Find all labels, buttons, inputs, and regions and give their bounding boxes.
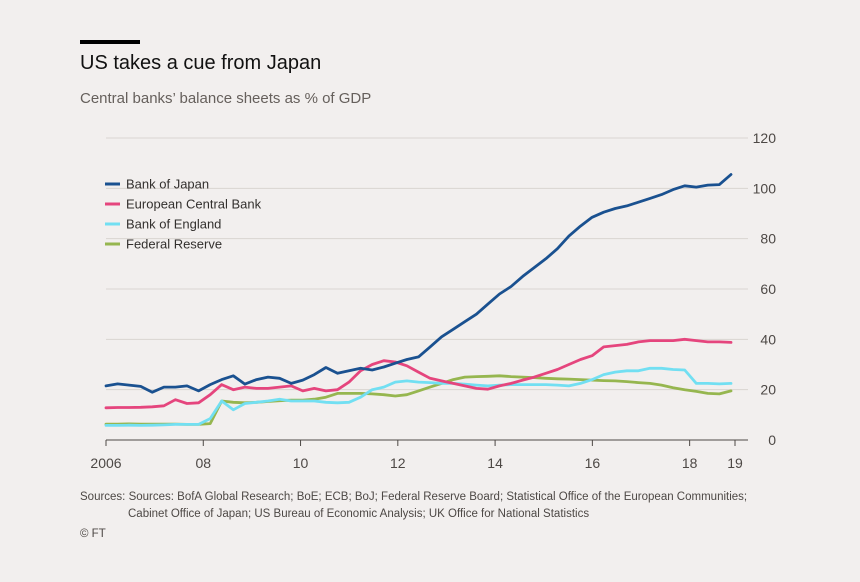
sources-line-1: Sources: Sources: BofA Global Research; …: [80, 491, 748, 503]
series-line-bank-of-japan: [104, 173, 733, 394]
series-line-european-central-bank: [104, 337, 733, 410]
chart-title: US takes a cue from Japan: [80, 52, 322, 74]
legend-label: Federal Reserve: [126, 237, 222, 252]
x-tick-label: 18: [682, 455, 698, 471]
x-tick-label: 08: [195, 455, 211, 471]
chart-subtitle: Central banks’ balance sheets as % of GD…: [80, 90, 372, 107]
y-tick-label: 20: [760, 382, 776, 398]
x-tick-label: 16: [585, 455, 601, 471]
y-tick-label: 120: [753, 130, 777, 146]
legend-label: European Central Bank: [126, 197, 262, 212]
legend-label: Bank of England: [126, 217, 221, 232]
legend-label: Bank of Japan: [126, 177, 209, 192]
sources-note: Sources: Sources: BofA Global Research; …: [80, 489, 800, 523]
x-tick-label: 19: [727, 455, 743, 471]
y-tick-label: 0: [768, 432, 776, 448]
ft-topbar: [80, 40, 140, 44]
x-tick-label: 10: [293, 455, 309, 471]
y-tick-label: 100: [753, 180, 777, 196]
y-tick-label: 60: [760, 281, 776, 297]
x-tick-label: 14: [487, 455, 503, 471]
series-line-federal-reserve: [104, 374, 733, 426]
x-tick-label: 12: [390, 455, 406, 471]
y-tick-label: 80: [760, 231, 776, 247]
x-tick-label: 2006: [90, 455, 121, 471]
copyright: © FT: [80, 528, 106, 540]
series-line-bank-of-england: [104, 366, 733, 427]
sources-line-2: Cabinet Office of Japan; US Bureau of Ec…: [128, 508, 590, 520]
y-tick-label: 40: [760, 331, 776, 347]
